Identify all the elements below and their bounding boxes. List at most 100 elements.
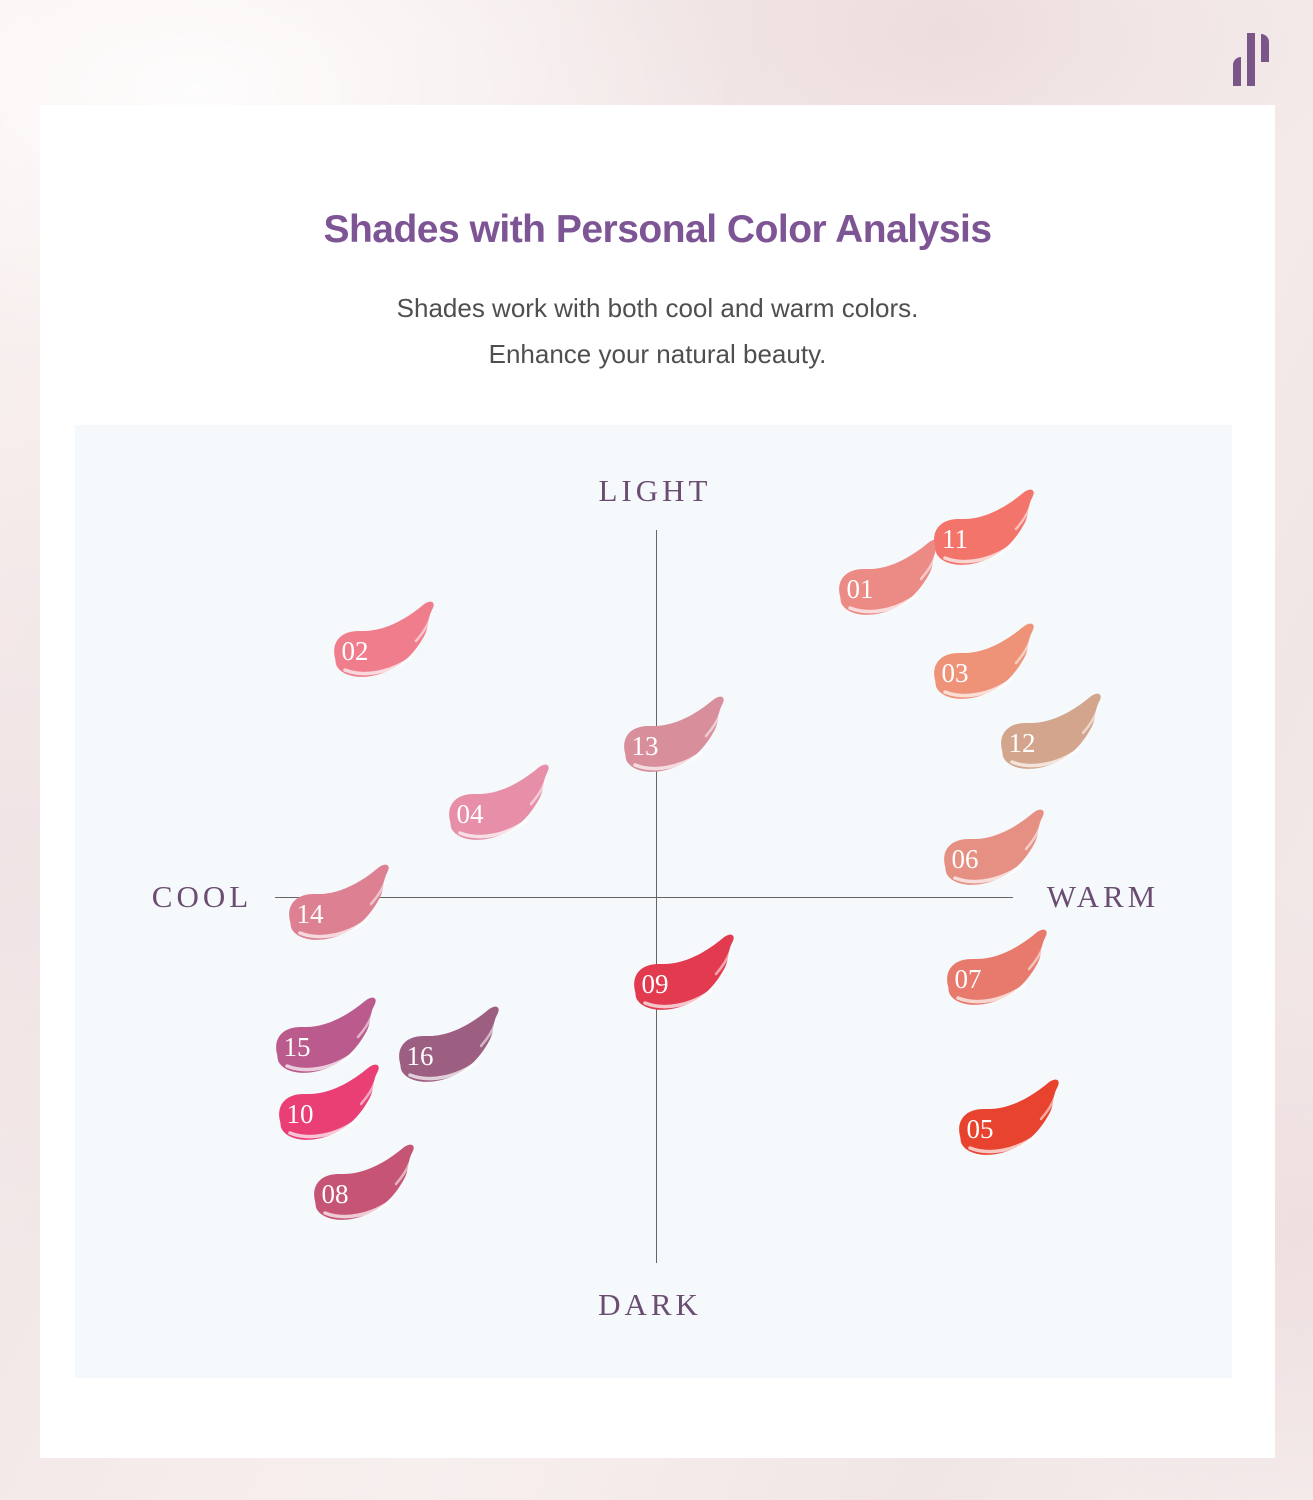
smear-gloss-tail <box>1027 945 1045 971</box>
smear-gloss-bottom <box>285 1052 355 1072</box>
smear-gloss-bottom <box>408 1061 478 1081</box>
swatch-number: 07 <box>954 964 982 994</box>
horizontal-axis-line <box>275 897 1013 898</box>
smear-body <box>334 601 434 677</box>
axis-label-warm: WARM <box>1046 879 1160 914</box>
smear-gloss-tail <box>394 1160 412 1186</box>
smear-body <box>279 1064 379 1140</box>
brand-logo <box>1233 33 1273 86</box>
smear-gloss-bottom <box>848 594 918 614</box>
smear-gloss-tail <box>1014 505 1032 531</box>
lip-swatch-07: 07 <box>932 926 1064 1018</box>
smear-gloss-bottom <box>633 751 703 771</box>
smear-gloss-tail <box>369 880 387 906</box>
lipstick-smear-icon <box>934 489 1034 565</box>
lipstick-smear-icon <box>634 934 734 1010</box>
page-title: Shades with Personal Color Analysis <box>323 208 992 251</box>
lip-swatch-15: 15 <box>261 994 393 1086</box>
lip-swatch-09: 09 <box>619 931 751 1023</box>
smear-body <box>399 1006 499 1082</box>
swatch-number: 13 <box>631 731 659 761</box>
smear-gloss-bottom <box>643 989 713 1009</box>
smear-body <box>314 1144 414 1220</box>
smear-gloss-tail <box>1039 1095 1057 1121</box>
smear-body <box>934 623 1034 699</box>
subtitle-line-2: Enhance your natural beauty. <box>488 339 827 369</box>
vertical-axis-line <box>656 530 657 1263</box>
lip-swatch-14: 14 <box>274 861 406 953</box>
axis-label-cool: COOL <box>151 879 253 914</box>
axis-label-dark: DARK <box>598 1287 702 1322</box>
lipstick-smear-icon <box>276 997 376 1073</box>
lipstick-smear-icon <box>959 1079 1059 1155</box>
smear-gloss-tail <box>414 617 432 643</box>
smear-body <box>289 864 389 940</box>
logo-bar-middle <box>1247 33 1255 86</box>
lipstick-smear-icon <box>334 601 434 677</box>
logo-bar-left <box>1233 57 1241 86</box>
smear-gloss-tail <box>919 555 937 581</box>
lip-swatch-13: 13 <box>609 693 741 785</box>
lip-swatch-12: 12 <box>986 690 1118 782</box>
lip-swatch-02: 02 <box>319 598 451 690</box>
smear-gloss-bottom <box>1010 748 1080 768</box>
personal-color-chart: LIGHT DARK COOL WARM 01 02 03 04 <box>75 425 1232 1378</box>
lipstick-smear-icon <box>314 1144 414 1220</box>
smear-gloss-tail <box>1014 639 1032 665</box>
smear-body <box>944 809 1044 885</box>
smear-body <box>276 997 376 1073</box>
lip-swatch-16: 16 <box>384 1003 516 1095</box>
smear-gloss-bottom <box>298 919 368 939</box>
lipstick-smear-icon <box>1001 693 1101 769</box>
smear-gloss-tail <box>704 712 722 738</box>
swatch-number: 08 <box>321 1179 349 1209</box>
lipstick-smear-icon <box>947 929 1047 1005</box>
lip-swatch-04: 04 <box>434 761 566 853</box>
smear-gloss-bottom <box>943 544 1013 564</box>
smear-gloss-bottom <box>343 656 413 676</box>
swatch-number: 02 <box>341 636 369 666</box>
smear-body <box>624 696 724 772</box>
lipstick-smear-icon <box>399 1006 499 1082</box>
swatch-number: 05 <box>966 1114 994 1144</box>
swatch-number: 11 <box>942 524 968 554</box>
lip-swatch-01: 01 <box>824 536 956 628</box>
subtitle-line-1: Shades work with both cool and warm colo… <box>396 293 919 323</box>
lip-swatch-06: 06 <box>929 806 1061 898</box>
logo-bar-right <box>1261 34 1269 62</box>
swatch-number: 09 <box>641 969 669 999</box>
smear-gloss-tail <box>529 780 547 806</box>
swatch-number: 15 <box>283 1032 311 1062</box>
lip-swatch-03: 03 <box>919 620 1051 712</box>
swatch-number: 16 <box>406 1041 434 1071</box>
swatch-layer: 01 02 03 04 05 <box>75 425 1232 1378</box>
smear-body <box>634 934 734 1010</box>
content-card: Shades with Personal Color Analysis Shad… <box>40 105 1275 1458</box>
smear-gloss-bottom <box>953 864 1023 884</box>
smear-gloss-bottom <box>288 1119 358 1139</box>
smear-gloss-tail <box>1024 825 1042 851</box>
smear-gloss-bottom <box>943 678 1013 698</box>
lipstick-smear-icon <box>624 696 724 772</box>
smear-gloss-bottom <box>968 1134 1038 1154</box>
smear-gloss-bottom <box>458 819 528 839</box>
smear-body <box>934 489 1034 565</box>
lip-swatch-11: 11 <box>919 486 1051 578</box>
smear-body <box>947 929 1047 1005</box>
lipstick-smear-icon <box>449 764 549 840</box>
axis-label-light: LIGHT <box>598 473 712 508</box>
lip-swatch-08: 08 <box>299 1141 431 1233</box>
smear-body <box>1001 693 1101 769</box>
swatch-number: 14 <box>296 899 324 929</box>
lipstick-smear-icon <box>279 1064 379 1140</box>
lip-swatch-05: 05 <box>944 1076 1076 1168</box>
smear-body <box>839 539 939 615</box>
smear-gloss-tail <box>479 1022 497 1048</box>
lipstick-smear-icon <box>934 623 1034 699</box>
smear-gloss-tail <box>356 1013 374 1039</box>
swatch-number: 12 <box>1008 728 1036 758</box>
smear-gloss-bottom <box>323 1199 393 1219</box>
smear-body <box>959 1079 1059 1155</box>
lip-swatch-10: 10 <box>264 1061 396 1153</box>
swatch-number: 10 <box>286 1099 314 1129</box>
